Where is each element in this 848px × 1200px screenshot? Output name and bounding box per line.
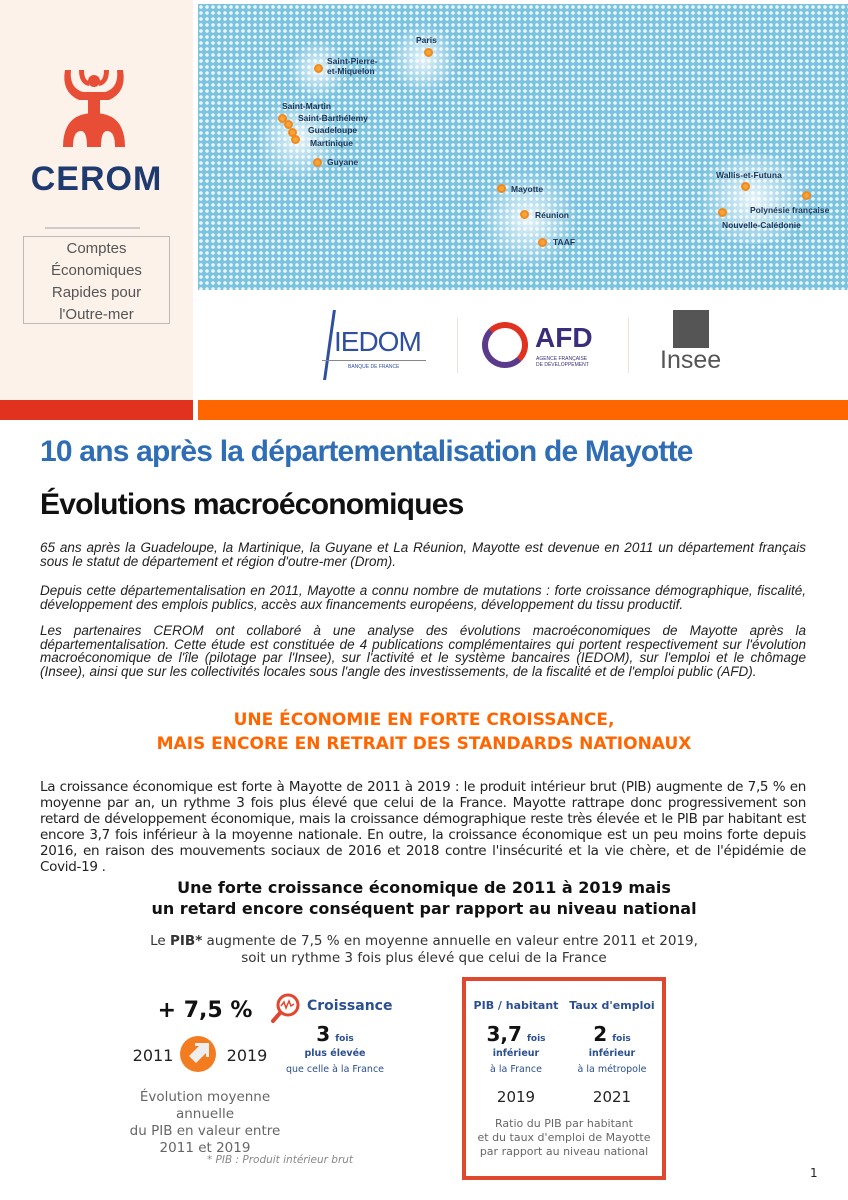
tagline-line: Économiques xyxy=(51,262,142,279)
croissance-sub: plus élevée xyxy=(304,1048,366,1059)
map-label: Martinique xyxy=(310,138,353,148)
map-marker xyxy=(314,64,323,73)
croissance-sub: que celle à la France xyxy=(285,1064,385,1075)
map-marker xyxy=(284,120,293,129)
pib-habitant-value: 3,7 fois xyxy=(486,1022,546,1046)
map-label: Réunion xyxy=(535,210,569,220)
tagline-line: l'Outre-mer xyxy=(59,306,134,323)
arrow-up-right-icon xyxy=(180,1036,216,1072)
section-heading: MAIS ENCORE EN RETRAIT DES STANDARDS NAT… xyxy=(156,734,692,754)
year-end: 2019 xyxy=(226,1046,268,1065)
taux-emploi-year: 2021 xyxy=(592,1088,632,1106)
map-marker xyxy=(278,114,287,123)
section-paragraph: La croissance économique est forte à May… xyxy=(40,779,806,875)
taux-emploi-label: Taux d'emploi xyxy=(569,999,655,1012)
growth-value: + 7,5 % xyxy=(157,998,253,1023)
map-marker xyxy=(538,238,547,247)
map-label: Guadeloupe xyxy=(308,125,358,135)
page-title: 10 ans après la départementalisation de … xyxy=(40,435,693,468)
year-start: 2011 xyxy=(132,1046,174,1065)
red-band xyxy=(0,400,193,420)
croissance-label: Croissance xyxy=(307,998,393,1014)
intro-paragraph: Les partenaires CEROM ont collaboré à un… xyxy=(40,623,806,679)
pib-habitant-year: 2019 xyxy=(496,1088,536,1106)
orange-band xyxy=(198,400,848,420)
magnifier-chart-icon xyxy=(271,993,300,1023)
taux-emploi-sub: inférieur xyxy=(588,1048,636,1059)
ratio-caption: Ratio du PIB par habitant et du taux d'e… xyxy=(477,1117,651,1158)
infographic-lead: Le PIB* augmente de 7,5 % en moyenne ann… xyxy=(150,933,698,966)
intro-paragraph: 65 ans après la Guadeloupe, la Martiniqu… xyxy=(40,540,806,569)
pib-habitant-sub: inférieur xyxy=(492,1048,540,1059)
brand-name: CEROM xyxy=(30,160,163,198)
map-marker xyxy=(802,191,811,200)
map-marker xyxy=(497,184,506,193)
footnote: * PIB : Produit intérieur brut xyxy=(206,1154,354,1166)
page-number: 1 xyxy=(810,1166,818,1180)
map-marker xyxy=(520,210,529,219)
map-label: Saint-Barthélemy xyxy=(298,113,368,123)
pib-habitant-sub: à la France xyxy=(490,1064,542,1075)
map-label: Nouvelle-Calédonie xyxy=(722,220,801,230)
map-label: Paris xyxy=(416,35,437,45)
map-marker xyxy=(313,158,322,167)
infographic-heading: Une forte croissance économique de 2011 … xyxy=(177,878,671,897)
cerom-logo-icon xyxy=(63,70,125,147)
tagline-line: Comptes xyxy=(66,240,127,257)
tagline-box: Comptes Économiques Rapides pour l'Outre… xyxy=(23,236,170,324)
map-marker xyxy=(718,208,727,217)
map-label: Saint-Pierre- et-Miquelon xyxy=(327,56,378,76)
taux-emploi-sub: à la métropole xyxy=(577,1064,647,1075)
iedom-logo: IEDOM BANQUE DE FRANCE xyxy=(318,310,428,380)
infographic-heading: un retard encore conséquent par rapport … xyxy=(151,899,697,918)
map-label: Polynésie française xyxy=(750,205,830,215)
insee-logo: Insee xyxy=(660,310,730,380)
map-label: Saint-Martin xyxy=(282,101,332,111)
intro-paragraph: Depuis cette départementalisation en 201… xyxy=(40,583,806,612)
map-marker xyxy=(291,135,300,144)
map-label: Guyane xyxy=(327,157,359,167)
pib-habitant-label: PIB / habitant xyxy=(473,999,559,1012)
page-subtitle: Évolutions macroéconomiques xyxy=(40,488,464,521)
map-label: Wallis-et-Futuna xyxy=(716,170,782,180)
ratio-box xyxy=(462,977,666,1180)
map-marker xyxy=(741,182,750,191)
world-map: Paris Saint-Pierre- et-Miquelon Saint-Ma… xyxy=(198,4,848,290)
afd-logo: AFD AGENCE FRANÇAISE DE DÉVELOPPEMENT xyxy=(480,310,600,380)
section-heading: UNE ÉCONOMIE EN FORTE CROISSANCE, xyxy=(233,710,615,730)
croissance-value: 3 fois xyxy=(316,1022,354,1046)
map-label: Mayotte xyxy=(511,184,544,194)
map-label: TAAF xyxy=(553,237,576,247)
taux-emploi-value: 2 fois xyxy=(593,1022,631,1046)
left-panel xyxy=(0,0,193,400)
growth-caption: Évolution moyenne annuelle du PIB en val… xyxy=(129,1089,281,1156)
map-marker xyxy=(424,48,433,57)
tagline-line: Rapides pour xyxy=(51,284,142,301)
divider xyxy=(45,227,140,229)
